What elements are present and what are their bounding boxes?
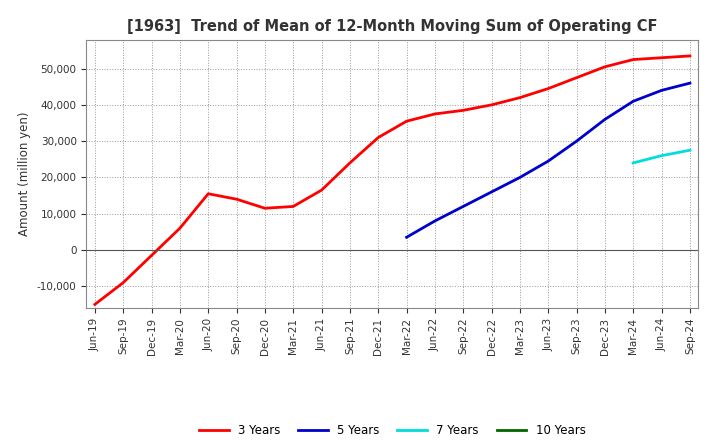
Title: [1963]  Trend of Mean of 12-Month Moving Sum of Operating CF: [1963] Trend of Mean of 12-Month Moving … bbox=[127, 19, 657, 34]
Y-axis label: Amount (million yen): Amount (million yen) bbox=[19, 112, 32, 236]
Legend: 3 Years, 5 Years, 7 Years, 10 Years: 3 Years, 5 Years, 7 Years, 10 Years bbox=[194, 419, 590, 440]
